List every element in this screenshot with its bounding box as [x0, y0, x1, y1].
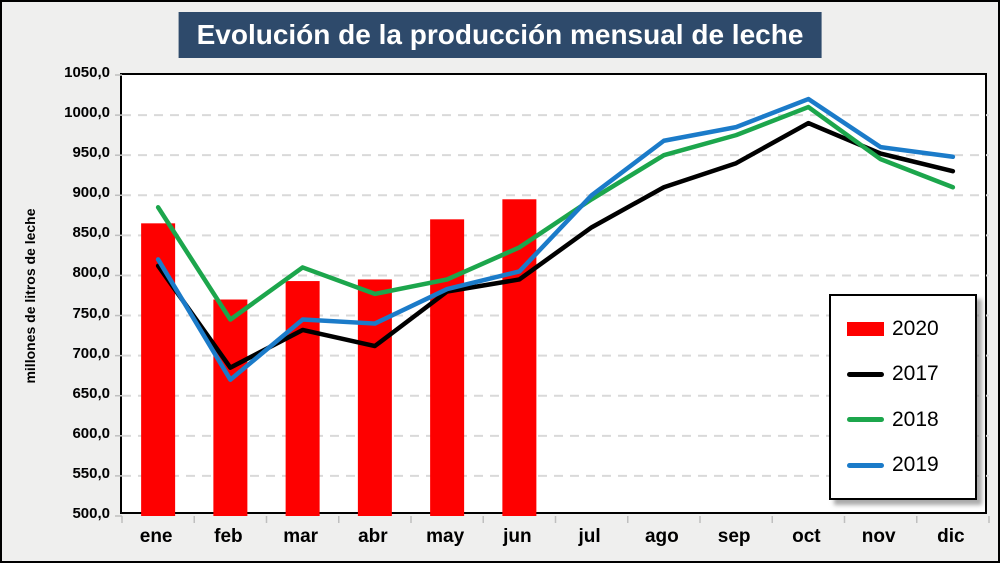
- x-axis-label: mar: [283, 526, 319, 547]
- y-tick-label: 650,0: [72, 384, 110, 402]
- y-tick-label: 700,0: [72, 344, 110, 362]
- bar-2020-may: [430, 219, 465, 516]
- y-tick-label: 850,0: [72, 224, 110, 242]
- y-tick-label: 950,0: [72, 144, 110, 162]
- x-axis-label: oct: [792, 526, 821, 547]
- line-2019: [155, 96, 956, 382]
- y-tick-label: 750,0: [72, 304, 110, 322]
- bar-2020-mar: [285, 281, 320, 516]
- y-tick-label: 500,0: [72, 505, 110, 522]
- legend-item-2017: 2017: [847, 362, 975, 386]
- legend: 2020 2017 2018 2019: [829, 294, 977, 500]
- x-axis-label: feb: [214, 526, 243, 547]
- x-axis-label: ago: [644, 526, 679, 547]
- chart-canvas: [115, 74, 990, 523]
- line-2018: [155, 104, 956, 322]
- legend-label: 2019: [892, 453, 939, 477]
- legend-swatch-2020-bar: [847, 321, 884, 336]
- legend-item-2020: 2020: [847, 317, 975, 341]
- x-axis-label: abr: [358, 526, 388, 547]
- y-tick-label: 600,0: [72, 424, 110, 442]
- bar-2020-feb: [213, 299, 248, 516]
- x-axis-label: jun: [503, 526, 532, 547]
- bar-2020-abr: [357, 279, 392, 516]
- legend-item-2019: 2019: [847, 453, 975, 477]
- y-tick-label: 1000,0: [64, 104, 110, 122]
- y-tick-label: 1050,0: [64, 64, 110, 81]
- y-tick-label: 550,0: [72, 464, 110, 482]
- x-axis-label: ene: [139, 526, 173, 547]
- bar-2020-ene: [141, 223, 176, 516]
- legend-swatch-2019-line: [847, 462, 884, 468]
- x-axis-label: dic: [937, 526, 965, 547]
- y-tick-label: 800,0: [72, 264, 110, 282]
- legend-label: 2020: [892, 316, 939, 340]
- legend-label: 2017: [892, 362, 939, 386]
- x-axis-label: sep: [717, 526, 751, 547]
- legend-swatch-2017-line: [847, 371, 884, 377]
- line-2017: [155, 120, 956, 370]
- y-tick-label: 900,0: [72, 184, 110, 202]
- x-axis-label: jul: [578, 526, 601, 547]
- legend-item-2018: 2018: [847, 408, 975, 432]
- legend-label: 2018: [892, 407, 939, 431]
- x-axis-label: nov: [861, 526, 896, 547]
- legend-swatch-2018-line: [847, 417, 884, 423]
- x-axis-label: may: [426, 526, 465, 547]
- chart-title: Evolución de la producción mensual de le…: [178, 12, 822, 58]
